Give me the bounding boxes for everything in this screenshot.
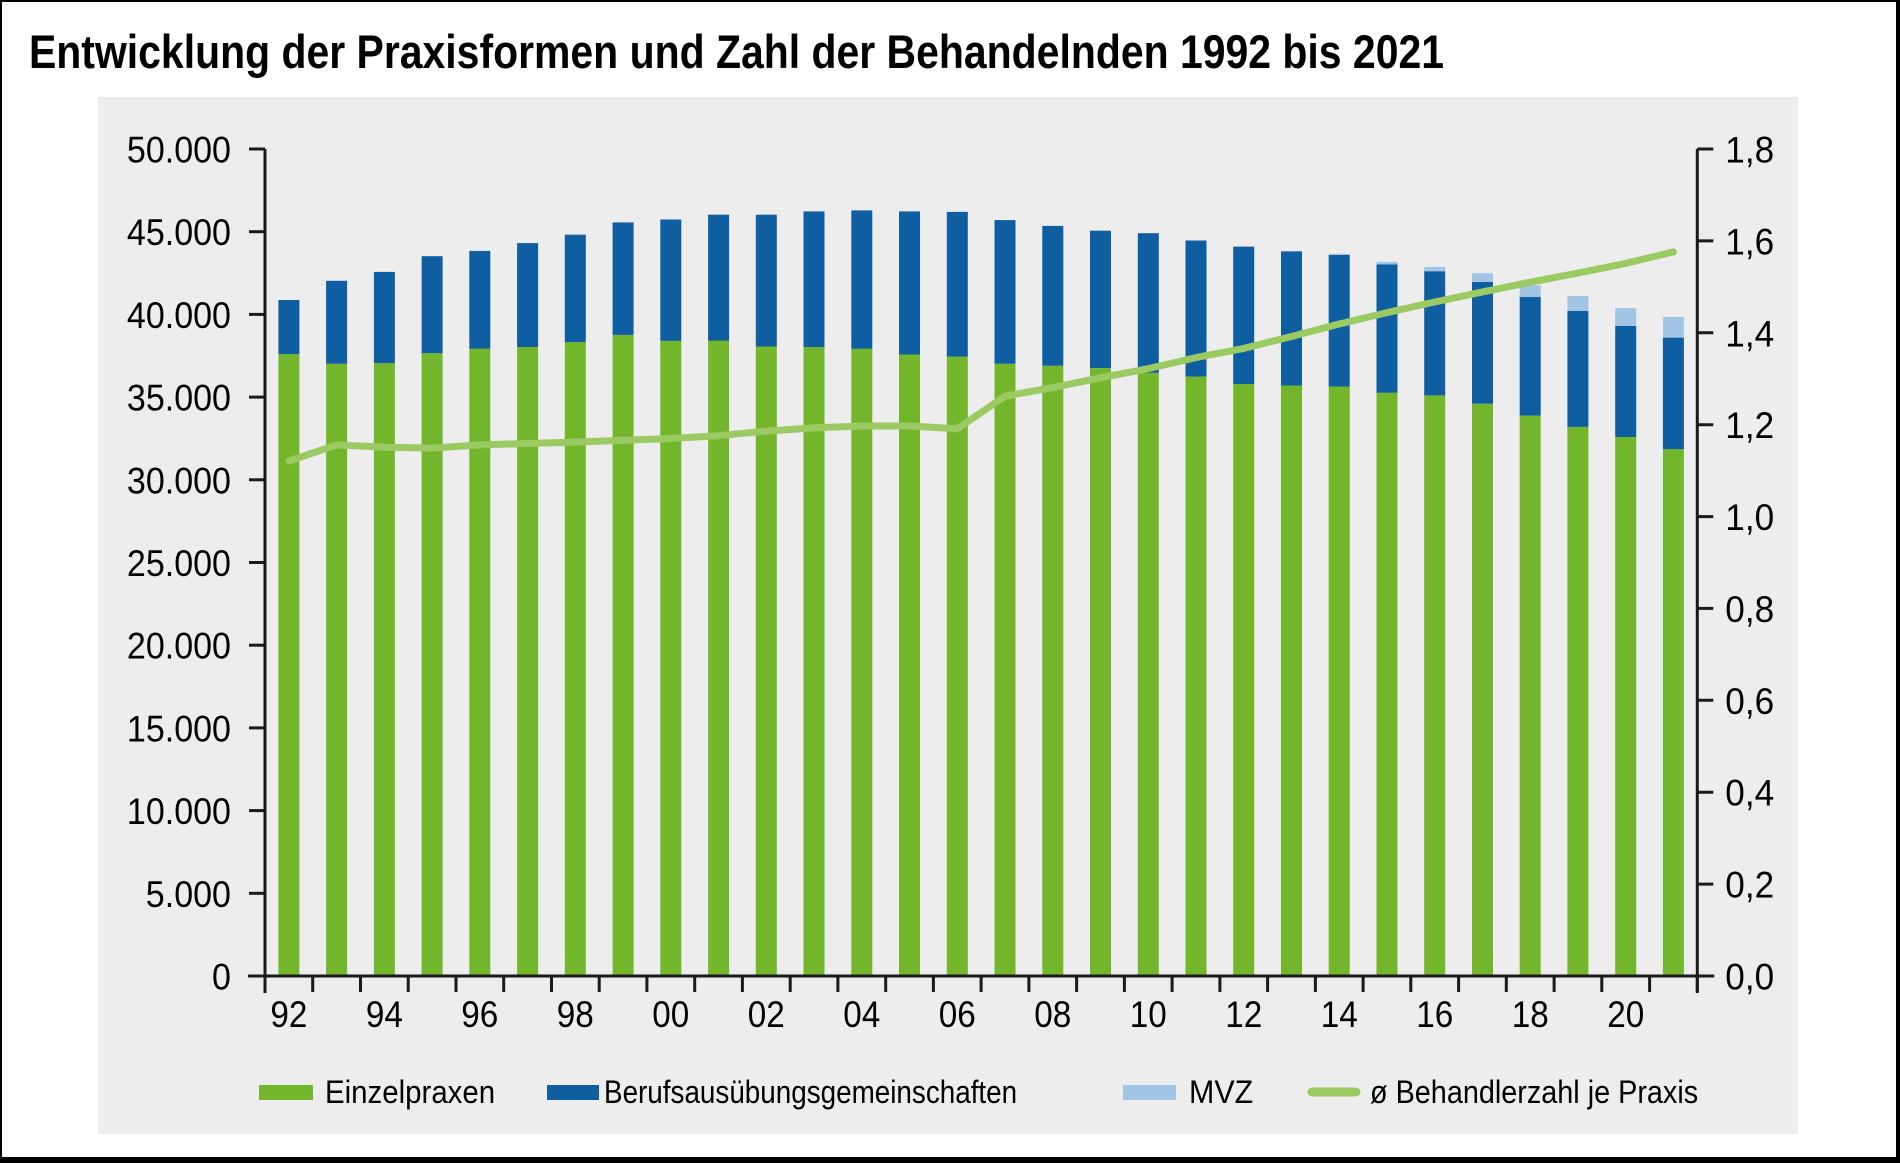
svg-text:35.000: 35.000 [127,377,231,419]
svg-text:96: 96 [461,994,498,1035]
svg-text:06: 06 [939,994,976,1035]
svg-text:00: 00 [652,994,689,1035]
svg-text:08: 08 [1034,994,1071,1035]
svg-text:0,2: 0,2 [1725,864,1774,906]
svg-text:18: 18 [1512,994,1549,1035]
svg-text:94: 94 [366,994,403,1035]
svg-text:1,6: 1,6 [1725,221,1774,263]
svg-text:10: 10 [1130,994,1167,1035]
svg-text:0,0: 0,0 [1725,956,1774,998]
svg-text:1,0: 1,0 [1725,496,1774,538]
svg-text:ø Behandlerzahl je Praxis: ø Behandlerzahl je Praxis [1370,1075,1698,1111]
svg-text:45.000: 45.000 [127,212,231,254]
svg-text:1,8: 1,8 [1725,129,1774,171]
svg-text:20: 20 [1607,994,1644,1035]
svg-text:50.000: 50.000 [127,129,231,171]
svg-text:1,4: 1,4 [1725,312,1774,354]
svg-text:98: 98 [557,994,594,1035]
svg-text:25.000: 25.000 [127,543,231,585]
svg-text:20.000: 20.000 [127,625,231,667]
svg-text:5.000: 5.000 [146,873,231,915]
svg-text:MVZ: MVZ [1189,1074,1253,1110]
svg-text:1,2: 1,2 [1725,404,1774,446]
svg-text:0,8: 0,8 [1725,588,1774,630]
svg-text:0: 0 [212,956,231,998]
svg-text:30.000: 30.000 [127,460,231,502]
svg-text:10.000: 10.000 [127,791,231,833]
svg-text:02: 02 [748,994,785,1035]
svg-text:0,6: 0,6 [1725,680,1774,722]
svg-text:Berufsausübungsgemeinschaften: Berufsausübungsgemeinschaften [604,1075,1017,1110]
svg-text:16: 16 [1416,994,1453,1035]
svg-text:Einzelpraxen: Einzelpraxen [325,1074,495,1110]
svg-text:04: 04 [843,994,880,1035]
svg-text:0,4: 0,4 [1725,772,1774,814]
svg-text:15.000: 15.000 [127,708,231,750]
svg-text:40.000: 40.000 [127,295,231,337]
svg-text:12: 12 [1225,994,1262,1035]
svg-text:92: 92 [270,994,307,1035]
svg-text:14: 14 [1321,994,1358,1035]
